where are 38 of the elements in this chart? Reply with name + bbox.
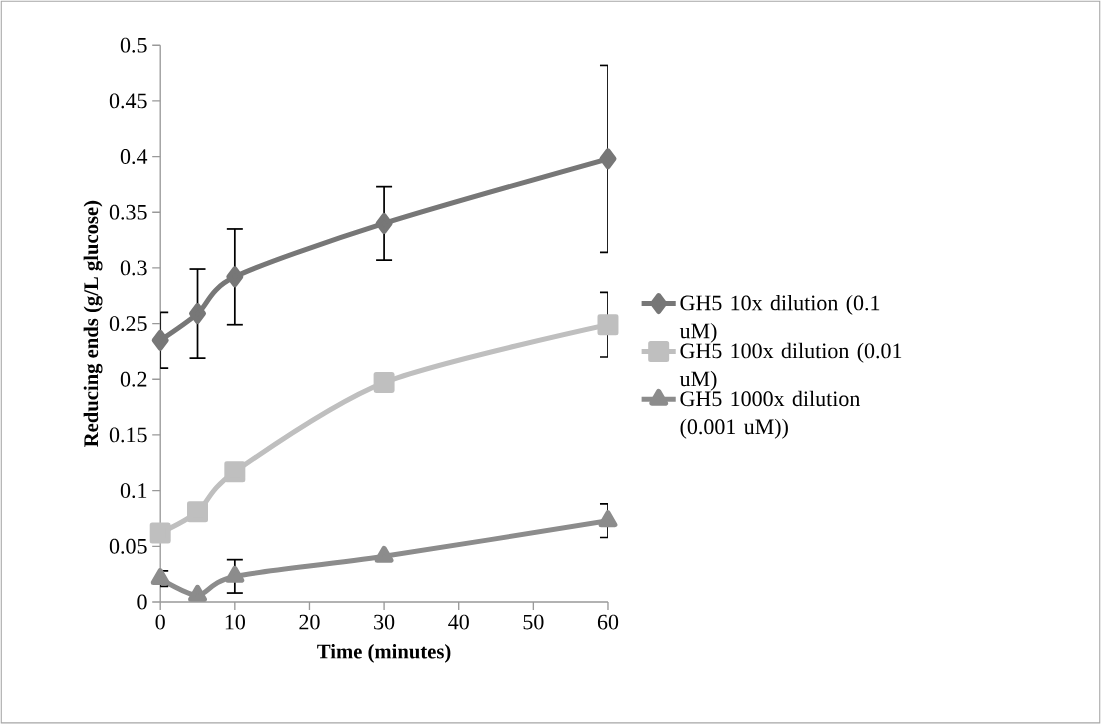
y-axis-title: Reducing ends (g/L glucose) [83,200,103,447]
point [151,329,169,351]
point [224,461,246,483]
point [226,266,244,288]
x-tick-label: 60 [597,614,619,630]
y-tick-label: 0.3 [120,260,147,276]
point [187,501,209,523]
y-tick-label: 0.35 [109,204,147,220]
point [189,303,207,324]
x-tick-label: 10 [225,614,245,630]
point [375,212,393,234]
y-tick-label: 0.1 [120,483,147,499]
y-tick-label: 0.45 [109,93,147,109]
y-tick-label: 0.25 [109,316,147,331]
x-tick-label: 40 [448,614,469,630]
point [373,372,395,394]
y-tick-label: 0.4 [120,149,148,164]
point [598,510,618,528]
y-tick-label: 0.2 [120,371,147,387]
legend-label: GH5 100x dilution (0.01 uM) [679,342,902,391]
point [374,545,394,563]
y-tick-label: 0.15 [109,427,147,443]
y-tick-label: 0.05 [109,538,147,554]
point [149,522,171,544]
x-tick-label: 50 [523,614,544,630]
point [225,565,245,583]
point [150,568,170,585]
x-tick-label: 30 [374,614,395,630]
y-tick-label: 0 [137,594,147,610]
y-tick-label: 0.5 [120,37,147,53]
x-tick-label: 20 [299,614,320,630]
legend-label: GH5 1000x dilution (0.001 uM)) [680,390,861,439]
legend-label: GH5 10x dilution (0.1 uM) [679,294,880,343]
x-axis-title: Time (minutes) [317,643,451,663]
x-tick-label: 0 [155,614,165,630]
point [188,584,207,602]
point [597,314,619,336]
point [599,148,617,170]
